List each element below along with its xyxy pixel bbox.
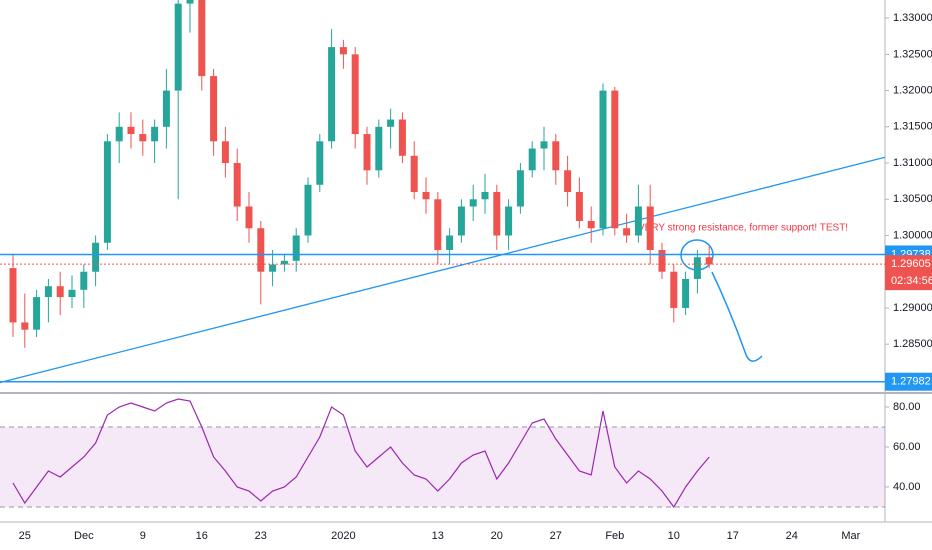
candle-body (446, 235, 454, 250)
candle-body (387, 119, 395, 127)
candle-body (564, 170, 572, 193)
candle-body (575, 192, 583, 221)
candle-body (269, 264, 277, 272)
price-tick-label: 1.31500 (893, 121, 932, 133)
candle-body (339, 47, 347, 55)
time-label: 25 (19, 530, 31, 542)
candle-body (33, 297, 41, 330)
price-label-box (885, 372, 932, 391)
candle-body (162, 90, 170, 127)
time-label: 13 (432, 530, 444, 542)
price-label: 1.29605 (891, 258, 931, 270)
trend-line (0, 156, 886, 384)
candle-body (623, 228, 631, 236)
candle-body (151, 126, 159, 142)
candle-body (292, 235, 300, 261)
candle-body (44, 286, 52, 298)
candle-body (233, 163, 241, 207)
candle-body (469, 199, 477, 207)
candle-body (9, 268, 17, 323)
candle-body (528, 148, 536, 171)
countdown: 02:34:56 (891, 275, 932, 287)
candle-body (516, 170, 524, 207)
candle-body (280, 260, 288, 265)
candle-body (670, 271, 678, 308)
price-label: 1.27982 (891, 376, 931, 388)
candle-body (505, 206, 513, 236)
candle-body (682, 278, 690, 308)
candle-body (705, 257, 713, 265)
candle-body (658, 249, 666, 272)
price-tick-label: 1.28500 (893, 338, 932, 350)
candle-body (493, 192, 501, 236)
candle-body (210, 76, 218, 142)
time-label: 20 (491, 530, 503, 542)
candle-body (68, 289, 76, 298)
candle-body (198, 0, 206, 77)
candle-body (174, 3, 182, 91)
price-tick-label: 1.31000 (893, 157, 932, 169)
rsi-tick-label: 60.00 (893, 441, 921, 453)
price-tick-label: 1.30500 (893, 193, 932, 205)
rsi-tick-label: 40.00 (893, 481, 921, 493)
candle-body (422, 192, 430, 200)
candle-body (328, 47, 336, 142)
candle-body (304, 184, 312, 236)
rsi-line (12, 398, 710, 509)
time-label: 24 (786, 530, 798, 542)
time-label: Dec (74, 530, 94, 542)
candle-body (316, 141, 324, 185)
candle-body (693, 257, 701, 279)
candle-body (398, 119, 406, 156)
time-label: 17 (727, 530, 739, 542)
candle-body (587, 220, 595, 229)
candle-body (599, 90, 607, 229)
candle-body (56, 286, 64, 298)
candle-body (186, 0, 194, 4)
price-tick-label: 1.32500 (893, 48, 932, 60)
candle-body (457, 206, 465, 236)
candle-body (434, 199, 442, 250)
candle-body (139, 134, 147, 142)
price-tick-label: 1.33000 (893, 12, 932, 24)
candle-body (481, 192, 489, 200)
price-label-box (885, 255, 932, 291)
time-label: 9 (140, 530, 146, 542)
candle-body (221, 141, 229, 164)
annotation: VERY strong resistance, former support! … (638, 223, 848, 234)
price-tick-label: 1.32000 (893, 84, 932, 96)
time-label: 27 (550, 530, 562, 542)
price-tick-label: 1.30000 (893, 229, 932, 241)
time-label: 2020 (331, 530, 355, 542)
candle-body (245, 206, 253, 229)
price-tick-label: 1.29000 (893, 302, 932, 314)
time-label: Feb (605, 530, 624, 542)
candle-body (540, 141, 548, 149)
candle-body (103, 141, 111, 243)
candle-body (552, 141, 560, 171)
candle-body (410, 155, 418, 193)
candle-body (634, 206, 642, 236)
candle-body (257, 228, 265, 272)
candle-body (375, 126, 383, 171)
candle-body (646, 206, 654, 250)
candle-body (363, 134, 371, 171)
candle-body (351, 54, 359, 135)
candle-body (21, 322, 29, 330)
candle-body (127, 126, 135, 135)
time-label: 10 (668, 530, 680, 542)
candle-body (611, 90, 619, 229)
time-label: Mar (841, 530, 860, 542)
candle-body (92, 242, 100, 272)
time-label: 16 (196, 530, 208, 542)
time-label: 23 (255, 530, 267, 542)
rsi-band (0, 427, 885, 507)
candle-body (115, 126, 123, 142)
projection-arrow (711, 271, 763, 362)
candle-body (80, 271, 88, 290)
rsi-tick-label: 80.00 (893, 401, 921, 413)
